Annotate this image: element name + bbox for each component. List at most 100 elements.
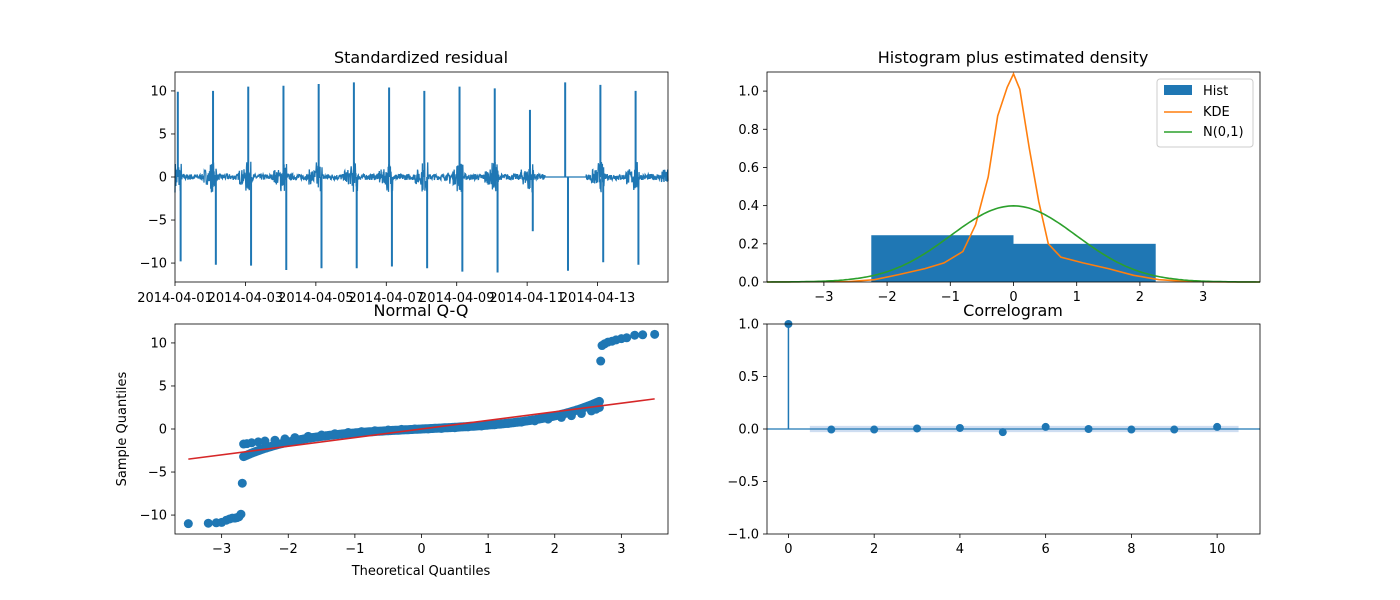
histogram-y-ticks: 0.0 0.2 0.4 0.6 0.8 1.0: [738, 85, 767, 291]
kde-line: [766, 71, 1260, 283]
acf-point: [1170, 425, 1179, 434]
residual-y-tick-label: −10: [140, 257, 167, 272]
qq-point: [370, 426, 380, 436]
residual-series-line: [174, 161, 669, 193]
qq-point: [183, 519, 193, 529]
qq-point: [260, 436, 270, 446]
panel-histogram: Histogram plus estimated density 0.00.20…: [738, 48, 1261, 305]
qq-y-axis-label: Sample Quantiles: [115, 371, 130, 486]
correlogram-x-tick-label: 4: [956, 542, 964, 557]
legend-box: [1156, 78, 1254, 148]
qq-x-tick-label: 0: [417, 542, 425, 557]
acf-point: [1041, 422, 1050, 431]
histogram-legend: Hist KDE N(0,1): [1156, 78, 1254, 148]
residual-y-tick-label: 5: [159, 127, 167, 142]
qq-point: [237, 478, 247, 488]
legend-normal-label: N(0,1): [1203, 125, 1244, 140]
qq-y-tick-label: 5: [159, 379, 167, 394]
qq-point: [556, 412, 566, 422]
histogram-bar: [871, 235, 1014, 282]
correlogram-x-tick-label: 0: [784, 542, 792, 557]
residual-x-tick-label: 2014-04-09: [419, 291, 495, 306]
correlogram-x-ticks: 0 2 4 6 8 10: [784, 534, 1225, 557]
qq-x-tick-label: −1: [345, 542, 364, 557]
qq-point: [203, 518, 213, 528]
histogram-x-tick-label: −3: [814, 290, 833, 305]
correlogram-x-tick-label: 2: [870, 542, 878, 557]
qq-point: [253, 437, 263, 447]
residual-x-tick-label: 2014-04-07: [349, 291, 425, 306]
chart-title-qq: Normal Q-Q: [374, 301, 469, 320]
histogram-plot-area: [766, 71, 1261, 283]
qq-point: [247, 438, 257, 448]
histogram-y-tick-label: 0.6: [738, 161, 759, 176]
legend-kde-label: KDE: [1203, 105, 1230, 120]
residual-y-tick-label: −5: [148, 214, 167, 229]
qq-point: [650, 329, 660, 339]
qq-y-tick-label: 10: [150, 336, 167, 351]
residual-plot-area: [174, 71, 669, 283]
chart-title-residual: Standardized residual: [334, 48, 508, 67]
chart-title-correlogram: Correlogram: [963, 301, 1063, 320]
qq-point: [330, 429, 340, 439]
qq-plot-area: [174, 323, 669, 535]
acf-point: [913, 424, 922, 433]
histogram-y-tick-label: 1.0: [738, 85, 759, 100]
residual-y-tick-label: 0: [159, 171, 167, 186]
qq-point: [317, 430, 327, 440]
qq-point: [530, 416, 540, 426]
acf-point: [998, 428, 1007, 437]
qq-y-tick-label: −5: [148, 466, 167, 481]
histogram-x-ticks: −3 −2 −1 0 1 2 3: [814, 282, 1207, 305]
qq-point: [476, 421, 486, 431]
panel-correlogram: Correlogram −1.0 −0.5 0.0 0.5 1.0 0 2 4 6 8 10: [727, 301, 1261, 557]
histogram-x-tick-label: 2: [1136, 290, 1144, 305]
qq-point: [357, 427, 367, 437]
qq-point: [290, 433, 300, 443]
qq-point: [280, 434, 290, 444]
histogram-y-tick-label: 0.2: [738, 237, 759, 252]
qq-point: [270, 435, 280, 445]
histogram-x-tick-label: 0: [1009, 290, 1017, 305]
correlogram-y-tick-label: 1.0: [738, 318, 759, 333]
correlogram-y-tick-label: −1.0: [727, 528, 759, 543]
qq-x-axis-label: Theoretical Quantiles: [351, 564, 491, 579]
qq-x-tick-label: 1: [484, 542, 492, 557]
qq-x-tick-label: 3: [617, 542, 625, 557]
qq-y-ticks: −10 −5 0 5 10: [140, 336, 175, 524]
histogram-y-tick-label: 0.8: [738, 123, 759, 138]
qq-point: [543, 414, 553, 424]
residual-y-tick-label: 10: [150, 84, 167, 99]
correlogram-y-tick-label: −0.5: [727, 475, 759, 490]
histogram-x-tick-label: −2: [878, 290, 897, 305]
residual-x-tick-label: 2014-04-01: [137, 291, 213, 306]
qq-point: [503, 418, 513, 428]
histogram-x-tick-label: 3: [1199, 290, 1207, 305]
correlogram-y-tick-label: 0.0: [738, 423, 759, 438]
qq-y-tick-label: −10: [140, 509, 167, 524]
qq-point: [576, 409, 586, 419]
residual-x-tick-label: 2014-04-03: [208, 291, 284, 306]
qq-point: [622, 333, 632, 343]
chart-title-histogram: Histogram plus estimated density: [878, 48, 1149, 67]
residual-x-tick-label: 2014-04-05: [278, 291, 354, 306]
qq-point: [566, 411, 576, 421]
qq-point: [463, 422, 473, 432]
qq-y-tick-label: 0: [159, 423, 167, 438]
qq-point: [630, 330, 640, 340]
acf-point: [827, 425, 836, 434]
acf-point: [870, 425, 879, 434]
correlogram-y-tick-label: 0.5: [738, 370, 759, 385]
normal-density-line: [767, 204, 1260, 283]
acf-point: [1084, 425, 1093, 433]
qq-point: [490, 420, 500, 430]
qq-x-tick-label: 2: [551, 542, 559, 557]
acf-point: [1127, 425, 1136, 434]
qq-point: [594, 402, 604, 412]
qq-point: [343, 427, 353, 437]
qq-reference-line: [188, 398, 655, 460]
histogram-x-tick-label: −1: [941, 290, 960, 305]
qq-x-tick-label: −2: [279, 542, 298, 557]
